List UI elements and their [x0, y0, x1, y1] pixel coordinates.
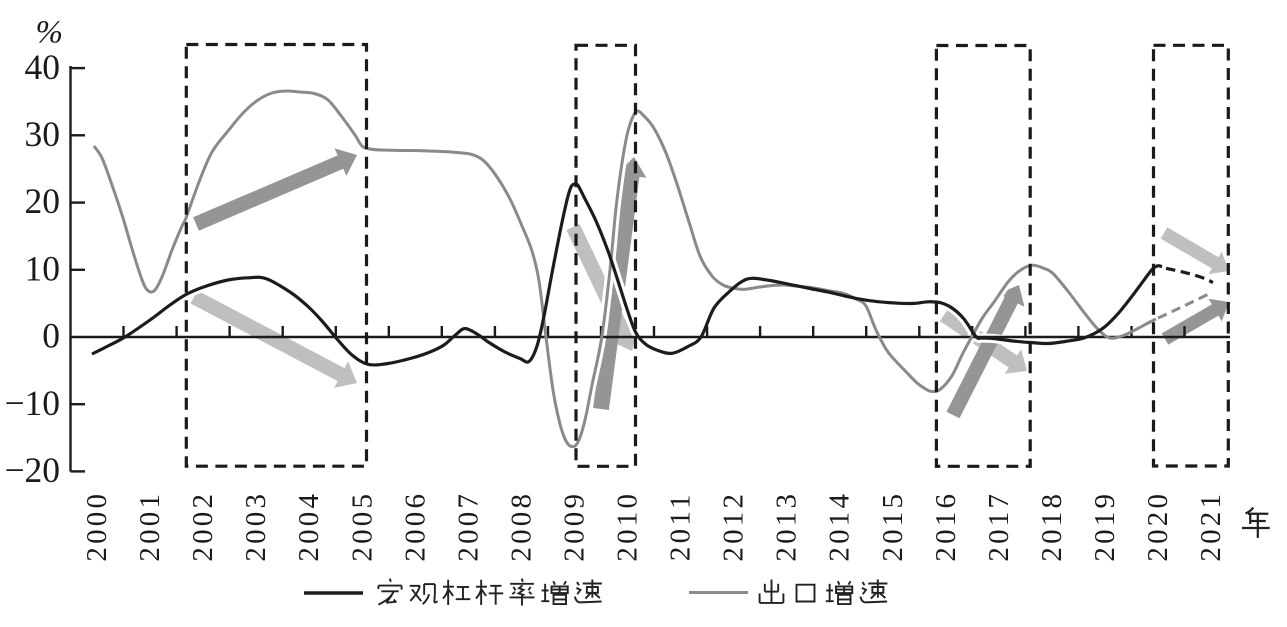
svg-text:2009: 2009 — [559, 491, 591, 562]
svg-text:20: 20 — [25, 181, 61, 221]
svg-text:2005: 2005 — [346, 491, 378, 562]
svg-text:2010: 2010 — [612, 491, 644, 562]
svg-text:2020: 2020 — [1142, 491, 1174, 562]
svg-text:2017: 2017 — [983, 491, 1015, 562]
svg-text:40: 40 — [25, 47, 61, 87]
svg-text:2003: 2003 — [240, 491, 272, 562]
svg-text:30: 30 — [25, 114, 61, 154]
svg-text:2018: 2018 — [1036, 491, 1068, 562]
svg-text:%: % — [36, 15, 64, 51]
svg-text:2013: 2013 — [771, 491, 803, 562]
svg-text:2006: 2006 — [399, 491, 431, 562]
svg-text:−10: −10 — [4, 383, 60, 423]
svg-text:2019: 2019 — [1089, 491, 1121, 562]
svg-text:2000: 2000 — [81, 491, 113, 562]
svg-text:2007: 2007 — [452, 491, 484, 562]
svg-text:10: 10 — [25, 249, 61, 289]
svg-text:2011: 2011 — [665, 491, 697, 561]
svg-text:2012: 2012 — [718, 491, 750, 562]
svg-text:2008: 2008 — [505, 491, 537, 562]
svg-text:2002: 2002 — [187, 491, 219, 562]
svg-text:2021: 2021 — [1195, 491, 1227, 562]
svg-text:2015: 2015 — [877, 491, 909, 562]
svg-text:2016: 2016 — [930, 491, 962, 562]
svg-text:2001: 2001 — [134, 491, 166, 562]
svg-text:−20: −20 — [4, 450, 60, 490]
svg-text:2014: 2014 — [824, 491, 856, 562]
svg-text:2004: 2004 — [293, 491, 325, 562]
svg-text:0: 0 — [42, 316, 60, 356]
